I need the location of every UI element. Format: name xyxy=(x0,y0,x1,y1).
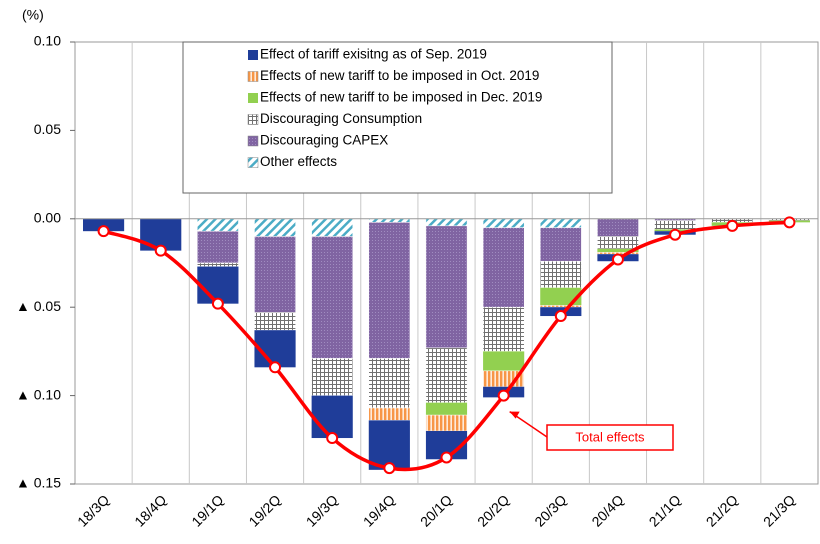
legend-swatch xyxy=(248,93,258,103)
total-marker xyxy=(554,310,567,323)
bar-segment xyxy=(254,218,296,237)
bar-segment xyxy=(483,351,525,371)
bar-segment xyxy=(368,407,411,421)
y-tick-label: ▲ 0.15 xyxy=(16,475,61,491)
bar-segment xyxy=(197,262,239,267)
legend-label: Discouraging CAPEX xyxy=(260,133,388,148)
bar-segment xyxy=(197,230,239,264)
legend-label: Effects of new tariff to be imposed in D… xyxy=(260,90,542,105)
bar-segment xyxy=(597,248,639,253)
bar-segment xyxy=(368,420,410,470)
bar-segment xyxy=(311,236,354,359)
x-tick-label: 18/3Q xyxy=(74,491,112,529)
bar-segment xyxy=(254,236,296,313)
legend: Effect of tariff exisitng as of Sep. 201… xyxy=(182,41,613,194)
y-tick-label: 0.05 xyxy=(34,121,61,137)
bar-segment xyxy=(482,218,525,228)
legend-swatch xyxy=(248,50,258,60)
x-tick-label: 21/2Q xyxy=(703,491,741,529)
bar-segment xyxy=(539,260,582,289)
x-tick-label: 20/3Q xyxy=(531,491,569,529)
total-marker xyxy=(669,228,682,241)
legend-label: Discouraging Consumption xyxy=(260,111,422,126)
unit-label: (%) xyxy=(22,7,44,23)
total-marker xyxy=(783,216,796,229)
bar-segment xyxy=(482,306,525,352)
x-tick-label: 19/3Q xyxy=(303,491,341,529)
x-tick-label: 21/3Q xyxy=(760,491,798,529)
legend-swatch xyxy=(247,157,259,168)
bar-segment xyxy=(597,236,639,250)
bar-segment xyxy=(311,358,354,396)
bar-segment xyxy=(425,347,468,403)
total-marker xyxy=(611,253,624,266)
legend-label: Effects of new tariff to be imposed in O… xyxy=(260,68,539,83)
x-tick-label: 20/2Q xyxy=(474,491,512,529)
total-marker xyxy=(440,451,453,464)
x-tick-label: 19/1Q xyxy=(188,491,226,529)
total-marker xyxy=(269,361,282,374)
x-tick-label: 19/4Q xyxy=(360,491,398,529)
annotation-text: Total effects xyxy=(575,429,645,444)
x-tick-label: 20/1Q xyxy=(417,491,455,529)
bar-segment xyxy=(83,218,125,232)
y-tick-label: ▲ 0.05 xyxy=(16,298,61,314)
bar-segment xyxy=(539,218,582,228)
total-marker xyxy=(497,389,510,402)
bar-segment xyxy=(425,402,468,416)
bar-segment xyxy=(597,218,639,237)
bar-segment xyxy=(368,222,411,359)
total-marker xyxy=(154,244,167,257)
y-tick-label: ▲ 0.10 xyxy=(16,386,61,402)
bar-segment xyxy=(368,218,411,223)
x-tick-label: 20/4Q xyxy=(588,491,626,529)
y-tick-label: 0.10 xyxy=(34,33,61,49)
legend-label: Effect of tariff exisitng as of Sep. 201… xyxy=(260,47,487,62)
legend-swatch xyxy=(247,114,259,125)
bar-segment xyxy=(540,287,582,306)
x-tick-label: 21/1Q xyxy=(646,491,684,529)
bar-segment xyxy=(539,227,582,262)
legend-swatch xyxy=(247,71,259,82)
bar-segment xyxy=(425,225,468,349)
legend-label: Other effects xyxy=(260,154,337,169)
x-tick-label: 19/2Q xyxy=(245,491,283,529)
total-marker xyxy=(211,297,224,310)
total-marker xyxy=(383,462,396,475)
annotation-arrowhead xyxy=(509,411,520,419)
bar-segment xyxy=(254,312,296,331)
bar-segment xyxy=(425,414,468,432)
total-marker xyxy=(726,219,739,232)
bar-segment xyxy=(482,227,525,308)
bar-segment xyxy=(311,218,354,237)
total-marker xyxy=(326,432,339,445)
bar-segment xyxy=(368,358,411,409)
annotation-box xyxy=(546,424,674,451)
total-marker xyxy=(97,225,110,238)
bar-segment xyxy=(425,218,468,227)
bar-segment xyxy=(197,266,239,304)
bar-segment xyxy=(311,395,353,439)
bar-segment xyxy=(539,305,582,308)
bar-segment xyxy=(197,218,239,232)
x-tick-label: 18/4Q xyxy=(131,491,169,529)
legend-swatch xyxy=(247,135,259,147)
y-tick-label: 0.00 xyxy=(34,210,61,226)
bar-segment xyxy=(654,220,696,230)
